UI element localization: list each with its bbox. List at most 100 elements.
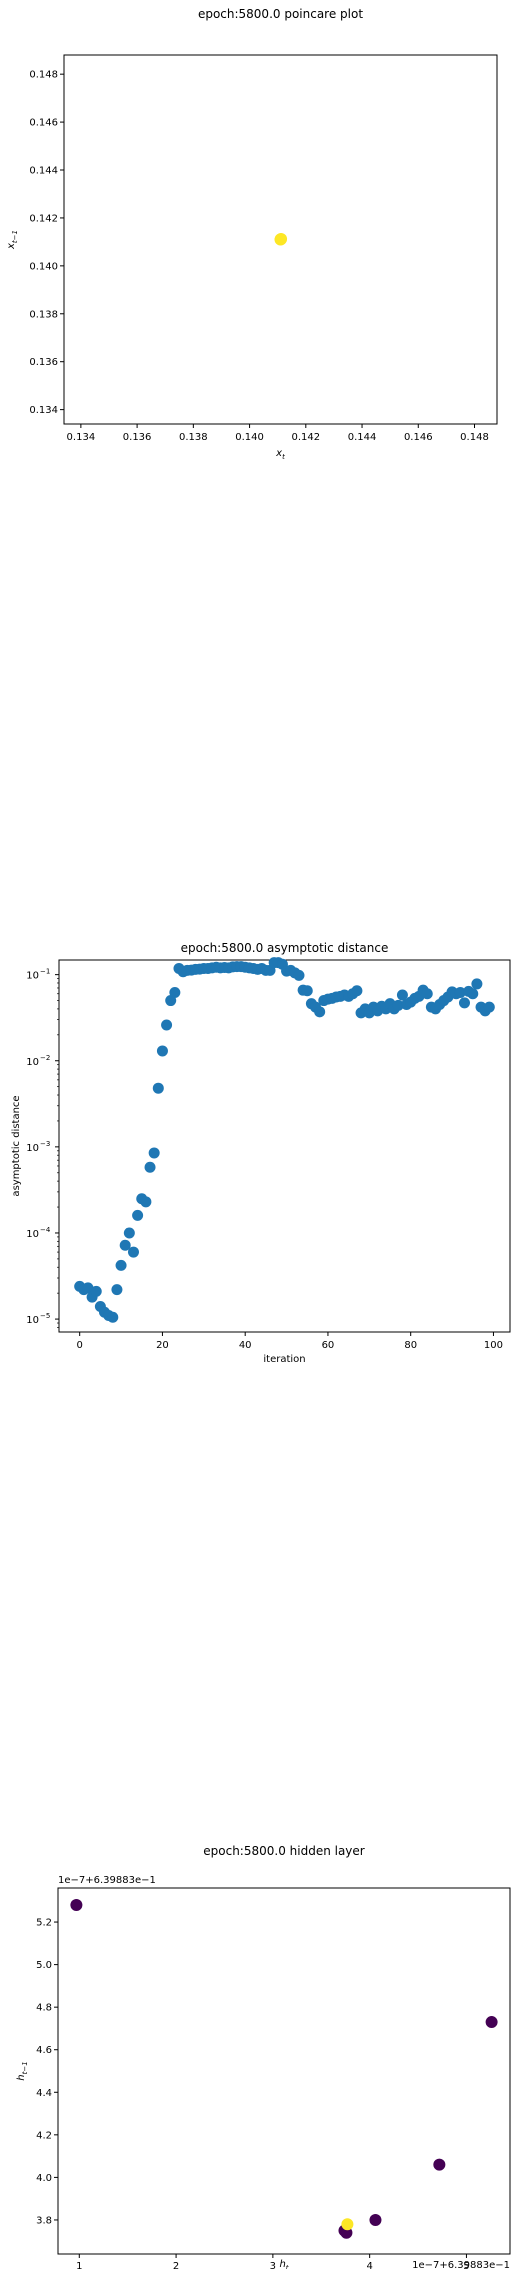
data-point — [274, 233, 287, 246]
data-point — [123, 1227, 135, 1239]
y-tick-label: 10 — [26, 1057, 39, 1068]
x-tick-label: 0.140 — [235, 432, 264, 443]
data-point — [107, 1311, 119, 1323]
data-point — [115, 1259, 127, 1271]
data-point — [433, 2158, 446, 2171]
x-axis-label: ht — [279, 2259, 288, 2269]
y-tick-base: 10 — [26, 1143, 39, 1154]
y-tick-exponent: −1 — [40, 968, 50, 976]
y-tick-label: 0.140 — [29, 261, 58, 272]
data-point — [148, 1147, 160, 1159]
data-point — [458, 997, 470, 1009]
x-tick-label: 0.134 — [67, 432, 96, 443]
y-tick-label: 4.6 — [36, 2045, 52, 2056]
data-point — [127, 1246, 139, 1258]
x-tick-label: 0.148 — [460, 432, 489, 443]
y-tick-label: 5.0 — [36, 1960, 52, 1971]
x-tick-label: 0.142 — [291, 432, 320, 443]
x-tick-label: 40 — [239, 1340, 252, 1351]
chart-title: epoch:5800.0 asymptotic distance — [181, 941, 389, 955]
y-tick-exponent: −4 — [40, 1226, 51, 1234]
y-tick-base: 10 — [26, 1315, 39, 1326]
x-tick-label: 100 — [484, 1340, 503, 1351]
y-tick-label: 0.134 — [29, 405, 58, 416]
y-axis-label: xt−1 — [6, 230, 19, 250]
x-tick-label: 3 — [270, 2261, 276, 2269]
data-point — [140, 1196, 152, 1208]
data-point — [301, 985, 313, 997]
y-tick-label: 3.8 — [36, 2215, 52, 2226]
data-point — [161, 1019, 173, 1031]
x-tick-label: 2 — [173, 2261, 179, 2269]
y-tick-exponent: −2 — [40, 1054, 50, 1062]
data-point — [471, 978, 483, 990]
hidden-layer-chart: epoch:5800.0 hidden layer 1e−7+6.39883e−1… — [16, 1844, 511, 2269]
y-axis-label: asymptotic distance — [11, 1095, 22, 1196]
x-tick-label: 0.138 — [179, 432, 208, 443]
plot-frame — [57, 1887, 511, 2255]
data-point — [82, 1282, 94, 1294]
y-tick-label: 0.136 — [29, 357, 58, 368]
y-tick-label: 10 — [26, 1229, 39, 1240]
y-tick-label: 10 — [26, 1143, 39, 1154]
data-point — [392, 999, 404, 1011]
data-point — [483, 1001, 495, 1013]
y-tick-label: 4.2 — [36, 2130, 52, 2141]
y-tick-label: 5.2 — [36, 1918, 52, 1929]
data-point — [132, 1209, 144, 1221]
x-tick-label: 0.146 — [404, 432, 433, 443]
y-offset-text: 1e−7+6.39883e−1 — [58, 1875, 156, 1886]
data-point — [421, 988, 433, 1000]
data-point — [156, 1045, 168, 1057]
data-point — [90, 1285, 102, 1297]
x-axis-label: iteration — [263, 1354, 305, 1365]
y-tick-label: 4.0 — [36, 2173, 52, 2184]
data-point — [485, 2016, 498, 2029]
data-point — [351, 985, 363, 997]
x-tick-label: 5 — [463, 2261, 469, 2269]
y-tick-exponent: −5 — [40, 1312, 50, 1320]
x-tick-label: 60 — [322, 1340, 335, 1351]
data-point — [70, 1899, 83, 1912]
data-point — [369, 2213, 382, 2226]
y-tick-label: 10 — [26, 971, 39, 982]
plot-frame — [63, 54, 498, 425]
data-point — [293, 969, 305, 981]
x-axis-label: xt — [275, 448, 285, 461]
data-point — [169, 987, 181, 999]
x-tick-label: 80 — [404, 1340, 417, 1351]
x-tick-label: 0.136 — [123, 432, 152, 443]
y-tick-base: 10 — [26, 971, 39, 982]
data-point — [111, 1284, 123, 1296]
y-tick-base: 10 — [26, 1057, 39, 1068]
asymptotic-distance-chart: epoch:5800.0 asymptotic distance 0 20 40 60 8… — [11, 941, 511, 1365]
x-tick-label: 4 — [366, 2261, 372, 2269]
x-tick-label: 1 — [76, 2261, 82, 2269]
y-tick-label: 0.144 — [29, 166, 58, 177]
plot-frame — [58, 959, 511, 1333]
x-tick-label: 0.144 — [348, 432, 377, 443]
y-tick-label: 0.148 — [29, 70, 58, 81]
data-point — [152, 1082, 164, 1094]
data-point — [144, 1161, 156, 1173]
x-tick-label: 20 — [156, 1340, 169, 1351]
y-tick-label: 10 — [26, 1315, 39, 1326]
data-point — [467, 988, 479, 1000]
x-offset-text: 1e−7+6.39883e−1 — [412, 2260, 510, 2269]
y-tick-label: 4.4 — [36, 2088, 52, 2099]
y-tick-exponent: −3 — [40, 1140, 50, 1148]
poincare-chart: epoch:5800.0 poincare plot 0.134 0.136 0.13… — [6, 7, 498, 461]
data-point — [396, 989, 408, 1001]
chart-title: epoch:5800.0 poincare plot — [198, 7, 363, 21]
data-point — [119, 1239, 131, 1251]
chart-title: epoch:5800.0 hidden layer — [203, 1844, 365, 1858]
data-point — [454, 987, 466, 999]
y-axis-label: ht−1 — [16, 2061, 29, 2080]
x-tick-label: 0 — [77, 1340, 83, 1351]
data-point — [341, 2218, 354, 2231]
y-tick-label: 0.142 — [29, 213, 58, 224]
y-tick-label: 0.146 — [29, 118, 58, 129]
y-tick-label: 0.138 — [29, 309, 58, 320]
y-tick-label: 4.8 — [36, 2003, 52, 2014]
